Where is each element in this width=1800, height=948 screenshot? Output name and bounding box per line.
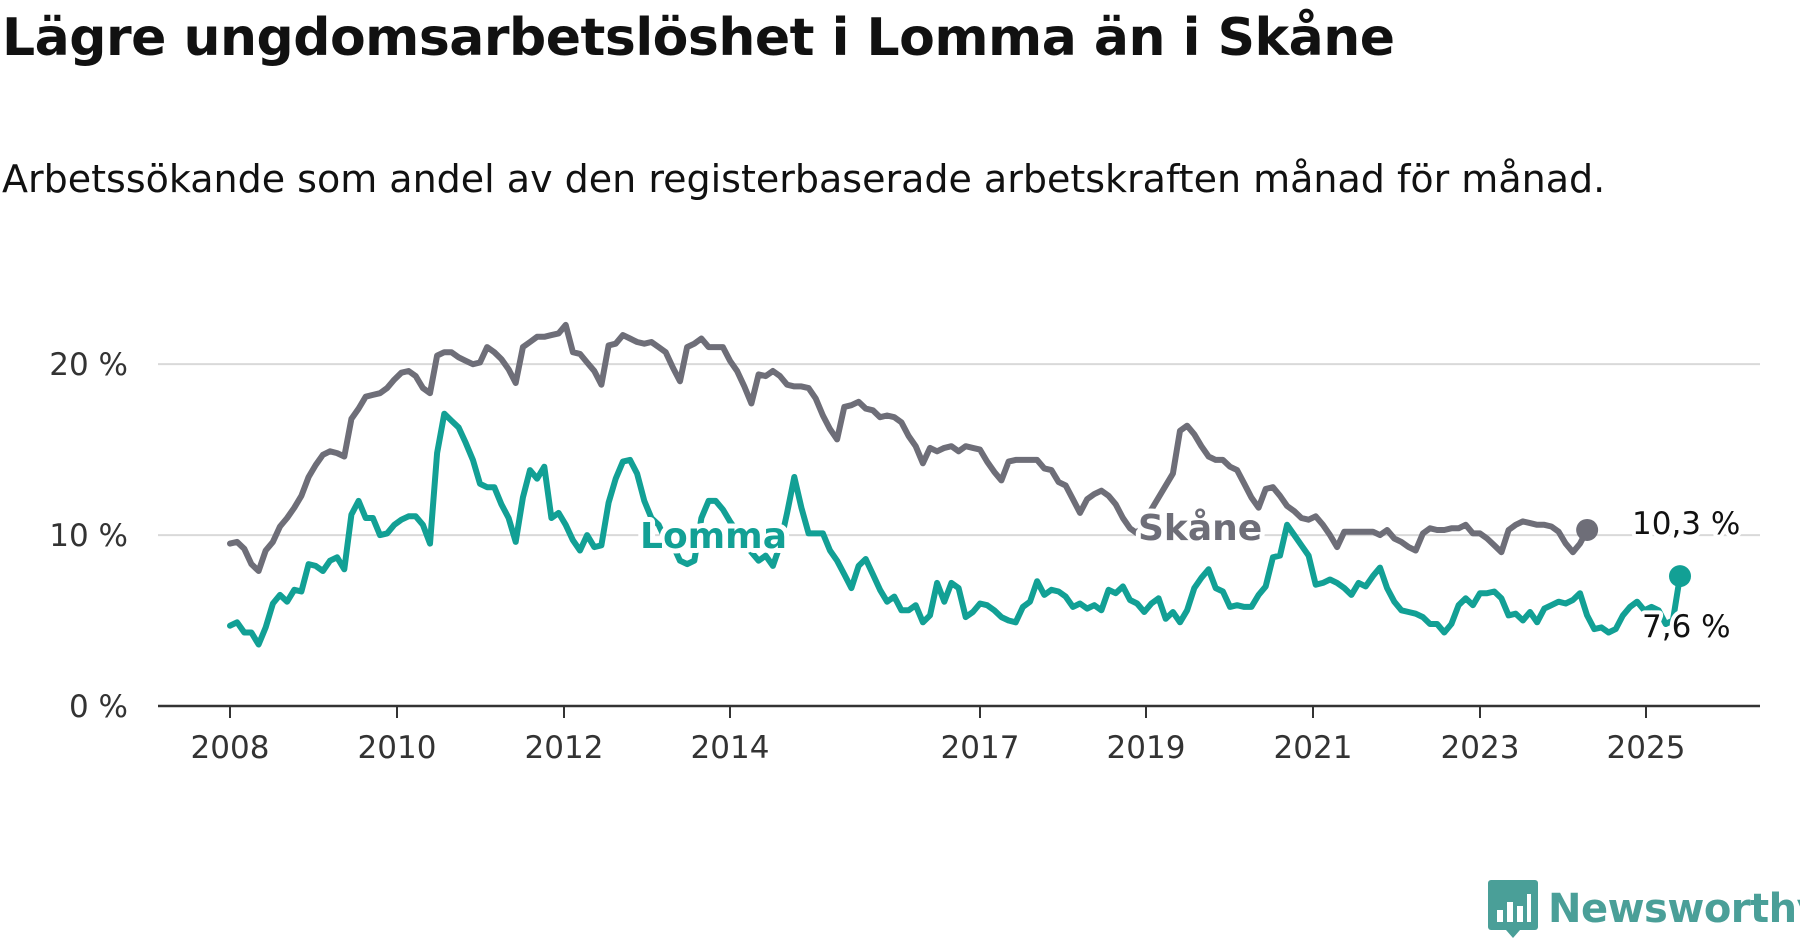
x-tick-label: 2021 <box>1274 730 1353 766</box>
series-lines <box>227 321 1691 648</box>
end-label-skane: 10,3 % <box>1632 506 1740 542</box>
series-label-skane: Skåne <box>1138 508 1262 549</box>
end-point-skåne <box>1576 518 1599 541</box>
x-tick-label: 2017 <box>941 730 1020 766</box>
series-line-lomma <box>227 410 1683 648</box>
y-tick-label: 20 % <box>49 347 128 383</box>
x-tick-label: 2010 <box>358 730 437 766</box>
y-tick-label: 0 % <box>69 689 128 725</box>
x-tick-label: 2014 <box>691 730 770 766</box>
x-tick-label: 2025 <box>1607 730 1686 766</box>
x-tick-label: 2023 <box>1441 730 1520 766</box>
end-point-lomma <box>1669 565 1691 588</box>
brand-name: Newsworthy <box>1548 886 1800 932</box>
chart-subtitle: Arbetssökande som andel av den registerb… <box>2 157 1606 201</box>
chart-title: Lägre ungdomsarbetslöshet i Lomma än i S… <box>2 8 1395 68</box>
end-label-lomma: 7,6 % <box>1642 609 1731 645</box>
series-line-skåne <box>227 321 1591 574</box>
series-label-lomma: Lomma <box>640 516 787 557</box>
series-label-lomma-halo: Lomma <box>640 516 787 557</box>
bar-chart-icon <box>1488 880 1538 938</box>
newsworthy-logo: Newsworthy <box>1488 880 1800 938</box>
end-label-lomma-halo: 7,6 % <box>1642 609 1731 645</box>
x-tick-label: 2012 <box>525 730 604 766</box>
x-tick-label: 2008 <box>191 730 270 766</box>
end-label-skane-halo: 10,3 % <box>1632 506 1740 542</box>
series-label-skane-halo: Skåne <box>1138 508 1262 549</box>
axes: 0 % 10 % 20 % 2008 2010 2012 2014 2017 2019 2021 2… <box>49 347 1760 766</box>
y-tick-label: 10 % <box>49 518 128 554</box>
x-tick-label: 2019 <box>1107 730 1186 766</box>
